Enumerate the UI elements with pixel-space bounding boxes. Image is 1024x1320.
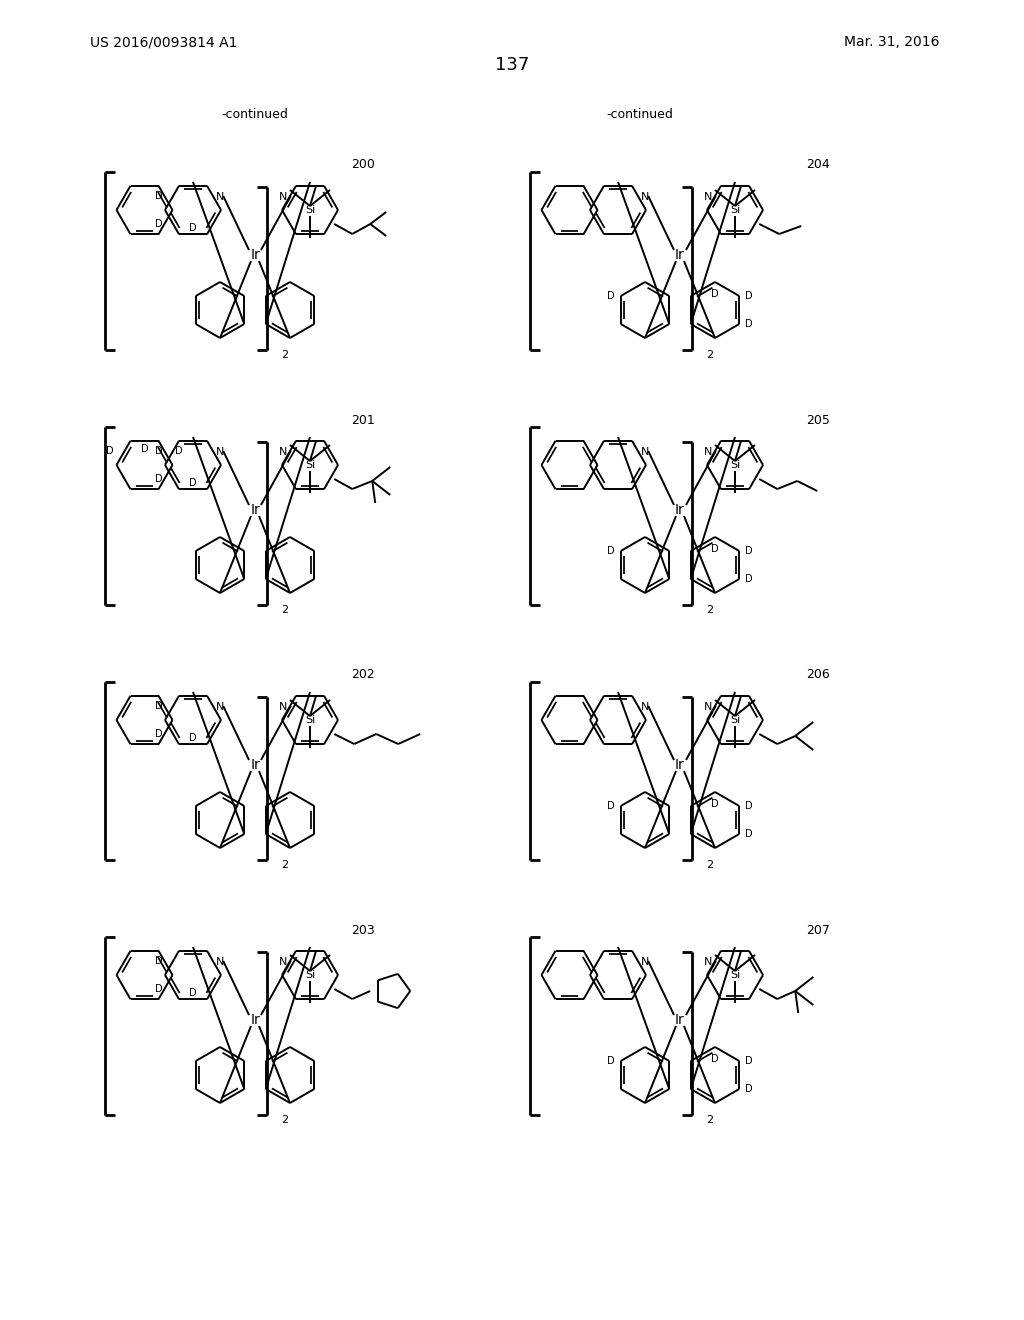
Text: 204: 204: [806, 158, 830, 172]
Text: 2: 2: [706, 861, 713, 870]
Text: Ir: Ir: [250, 758, 260, 772]
Text: D: D: [712, 544, 719, 554]
Text: Ir: Ir: [675, 503, 685, 517]
Text: Ir: Ir: [675, 758, 685, 772]
Text: Si: Si: [730, 459, 740, 470]
Text: N: N: [641, 957, 649, 968]
Text: 2: 2: [706, 1115, 713, 1125]
Text: D: D: [140, 444, 148, 454]
Text: N: N: [279, 191, 287, 202]
Text: N: N: [641, 702, 649, 711]
Text: N: N: [703, 447, 712, 457]
Text: D: D: [189, 987, 197, 998]
Text: D: D: [155, 474, 163, 484]
Text: Ir: Ir: [250, 248, 260, 261]
Text: N: N: [703, 957, 712, 968]
Text: 2: 2: [281, 1115, 288, 1125]
Text: D: D: [155, 729, 163, 739]
Text: D: D: [607, 546, 614, 556]
Text: D: D: [189, 223, 197, 234]
Text: D: D: [745, 574, 753, 583]
Text: D: D: [712, 289, 719, 300]
Text: N: N: [279, 702, 287, 711]
Text: 203: 203: [351, 924, 375, 936]
Text: D: D: [607, 290, 614, 301]
Text: D: D: [155, 701, 163, 711]
Text: D: D: [745, 829, 753, 840]
Text: 202: 202: [351, 668, 375, 681]
Text: D: D: [155, 219, 163, 228]
Text: 206: 206: [806, 668, 830, 681]
Text: D: D: [175, 446, 182, 455]
Text: D: D: [745, 1056, 753, 1067]
Text: 2: 2: [281, 350, 288, 360]
Text: D: D: [155, 983, 163, 994]
Text: D: D: [607, 801, 614, 810]
Text: Si: Si: [730, 970, 740, 979]
Text: N: N: [641, 191, 649, 202]
Text: D: D: [712, 1053, 719, 1064]
Text: -continued: -continued: [221, 108, 289, 121]
Text: 207: 207: [806, 924, 830, 936]
Text: Si: Si: [305, 205, 315, 215]
Text: D: D: [745, 546, 753, 556]
Text: 2: 2: [706, 350, 713, 360]
Text: 2: 2: [281, 861, 288, 870]
Text: Ir: Ir: [250, 503, 260, 517]
Text: D: D: [712, 799, 719, 809]
Text: N: N: [641, 447, 649, 457]
Text: US 2016/0093814 A1: US 2016/0093814 A1: [90, 36, 238, 49]
Text: Mar. 31, 2016: Mar. 31, 2016: [845, 36, 940, 49]
Text: D: D: [607, 1056, 614, 1067]
Text: D: D: [189, 733, 197, 743]
Text: D: D: [745, 801, 753, 810]
Text: 205: 205: [806, 413, 830, 426]
Text: D: D: [745, 290, 753, 301]
Text: N: N: [216, 957, 224, 968]
Text: Si: Si: [305, 715, 315, 725]
Text: D: D: [155, 956, 163, 966]
Text: Si: Si: [305, 970, 315, 979]
Text: N: N: [216, 191, 224, 202]
Text: N: N: [279, 957, 287, 968]
Text: D: D: [155, 446, 163, 455]
Text: Si: Si: [305, 459, 315, 470]
Text: 200: 200: [351, 158, 375, 172]
Text: N: N: [703, 191, 712, 202]
Text: D: D: [155, 191, 163, 201]
Text: Ir: Ir: [250, 1012, 260, 1027]
Text: D: D: [745, 1084, 753, 1094]
Text: D: D: [745, 319, 753, 329]
Text: 201: 201: [351, 413, 375, 426]
Text: 2: 2: [706, 605, 713, 615]
Text: N: N: [216, 447, 224, 457]
Text: 2: 2: [281, 605, 288, 615]
Text: Ir: Ir: [675, 248, 685, 261]
Text: Ir: Ir: [675, 1012, 685, 1027]
Text: N: N: [703, 702, 712, 711]
Text: 137: 137: [495, 55, 529, 74]
Text: D: D: [106, 446, 114, 455]
Text: -continued: -continued: [606, 108, 674, 121]
Text: Si: Si: [730, 715, 740, 725]
Text: D: D: [189, 478, 197, 488]
Text: N: N: [279, 447, 287, 457]
Text: N: N: [216, 702, 224, 711]
Text: Si: Si: [730, 205, 740, 215]
